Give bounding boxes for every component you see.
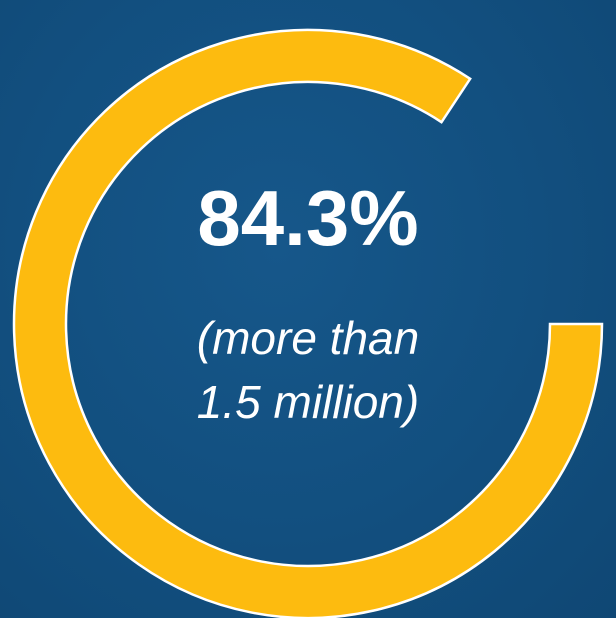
- subtitle-text: (more than 1.5 million): [108, 306, 508, 434]
- donut-filled-segment: [12, 28, 604, 618]
- subtitle-line-2: 1.5 million): [196, 376, 420, 428]
- subtitle-line-1: (more than: [196, 312, 420, 364]
- percentage-value: 84.3%: [197, 174, 419, 262]
